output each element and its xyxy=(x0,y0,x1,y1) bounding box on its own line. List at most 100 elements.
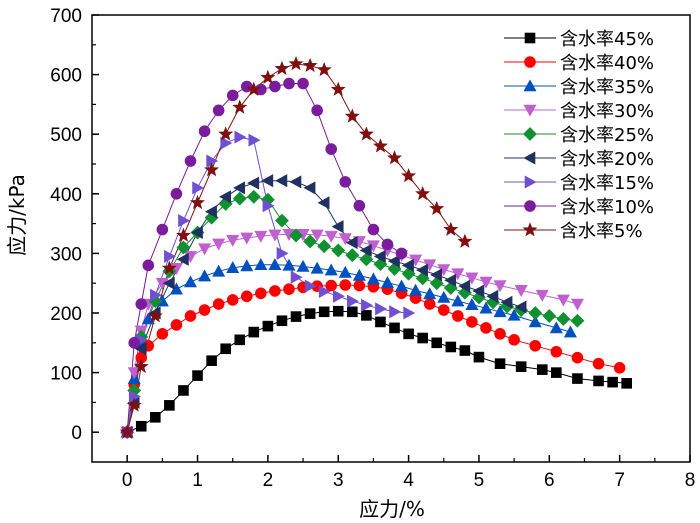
data-point-series-1 xyxy=(290,311,302,322)
data-point-series-8 xyxy=(311,104,323,117)
data-point-series-6 xyxy=(458,279,471,293)
data-point-series-5 xyxy=(317,239,332,254)
plot-frame xyxy=(91,14,691,463)
data-point-series-2 xyxy=(283,283,295,295)
data-point-series-3 xyxy=(395,279,409,292)
data-point-series-9 xyxy=(190,194,205,210)
data-point-series-3 xyxy=(528,315,542,328)
data-point-series-3 xyxy=(409,283,423,296)
y-tick-label: 600 xyxy=(50,66,82,87)
data-point-series-2 xyxy=(423,298,436,310)
data-point-series-8 xyxy=(226,89,239,102)
legend-marker xyxy=(524,32,536,44)
data-point-series-5 xyxy=(542,309,557,323)
series-line-7 xyxy=(126,136,409,433)
data-point-series-4 xyxy=(556,294,570,307)
x-tick-label: 4 xyxy=(403,470,414,491)
data-point-series-6 xyxy=(134,342,147,356)
data-point-series-2 xyxy=(480,322,492,334)
data-point-series-6 xyxy=(486,289,499,303)
data-point-series-3 xyxy=(240,259,254,272)
data-point-series-8 xyxy=(339,176,352,188)
legend-marker xyxy=(523,104,537,117)
data-point-series-8 xyxy=(367,223,380,236)
data-point-series-9 xyxy=(401,168,417,183)
data-point-series-4 xyxy=(212,238,226,251)
data-point-series-9 xyxy=(176,227,191,242)
x-tick-label: 0 xyxy=(122,470,133,491)
data-point-series-6 xyxy=(401,258,414,272)
data-point-series-5 xyxy=(570,313,585,328)
data-point-series-8 xyxy=(353,199,366,212)
data-point-series-3 xyxy=(423,287,437,300)
y-tick-label: 100 xyxy=(50,364,82,385)
series-line-5 xyxy=(126,196,578,433)
data-point-series-9 xyxy=(147,308,163,323)
data-point-series-4 xyxy=(240,232,254,245)
data-point-series-6 xyxy=(261,174,274,188)
data-point-series-7 xyxy=(192,181,205,195)
data-point-series-4 xyxy=(451,268,465,281)
legend-label: 含水率30% xyxy=(560,101,654,122)
data-point-series-7 xyxy=(403,306,416,320)
data-point-series-1 xyxy=(445,341,457,353)
data-point-series-9 xyxy=(274,60,290,75)
data-point-series-8 xyxy=(198,125,211,138)
x-tick-label: 3 xyxy=(333,470,344,491)
data-point-series-1 xyxy=(150,411,161,423)
data-point-series-1 xyxy=(318,306,330,318)
data-point-series-2 xyxy=(184,310,197,322)
series-line-4 xyxy=(126,233,578,433)
data-point-series-1 xyxy=(304,308,316,319)
data-point-series-9 xyxy=(316,61,332,77)
data-point-series-8 xyxy=(395,247,408,260)
data-point-series-8 xyxy=(170,188,183,200)
data-point-series-6 xyxy=(162,276,175,290)
data-point-series-5 xyxy=(303,234,318,249)
data-point-series-6 xyxy=(289,175,302,189)
legend-marker xyxy=(523,79,537,92)
data-point-series-3 xyxy=(493,305,507,318)
data-point-series-2 xyxy=(198,304,211,316)
data-point-series-2 xyxy=(571,351,584,364)
data-point-series-2 xyxy=(353,279,366,292)
data-point-series-3 xyxy=(479,301,493,314)
y-tick-label: 200 xyxy=(50,304,82,325)
y-tick-label: 400 xyxy=(50,185,82,206)
data-point-series-3 xyxy=(563,325,577,338)
data-point-series-3 xyxy=(451,294,465,307)
legend-label: 含水率15% xyxy=(560,173,654,194)
data-point-series-2 xyxy=(452,310,464,322)
data-point-series-4 xyxy=(338,233,352,246)
data-point-series-3 xyxy=(183,275,197,288)
data-point-series-9 xyxy=(372,138,388,153)
data-point-series-8 xyxy=(325,143,338,155)
x-tick-label: 8 xyxy=(685,470,696,491)
data-point-series-8 xyxy=(212,104,225,117)
data-point-series-9 xyxy=(288,56,304,71)
series-line-3 xyxy=(126,264,571,433)
data-point-series-1 xyxy=(551,367,562,378)
data-point-series-3 xyxy=(338,265,352,278)
data-point-series-3 xyxy=(437,290,451,303)
legend-label: 含水率45% xyxy=(560,29,654,50)
data-point-series-4 xyxy=(226,234,240,247)
data-point-series-3 xyxy=(352,268,366,281)
data-point-series-1 xyxy=(593,375,604,387)
data-point-series-3 xyxy=(198,269,212,282)
data-point-series-4 xyxy=(127,367,141,380)
data-point-series-2 xyxy=(212,298,225,310)
data-point-series-1 xyxy=(347,306,358,318)
data-point-series-1 xyxy=(135,420,147,432)
data-point-series-2 xyxy=(592,357,605,370)
data-point-series-5 xyxy=(359,252,374,267)
data-point-series-7 xyxy=(248,133,261,147)
data-point-series-3 xyxy=(380,275,394,288)
legend-label: 含水率5% xyxy=(560,221,643,242)
data-point-series-6 xyxy=(204,205,217,219)
data-point-series-8 xyxy=(128,336,141,349)
data-point-series-3 xyxy=(226,261,240,274)
data-point-series-1 xyxy=(192,370,203,381)
legend-label: 含水率25% xyxy=(560,125,654,146)
legend-marker xyxy=(522,222,538,237)
